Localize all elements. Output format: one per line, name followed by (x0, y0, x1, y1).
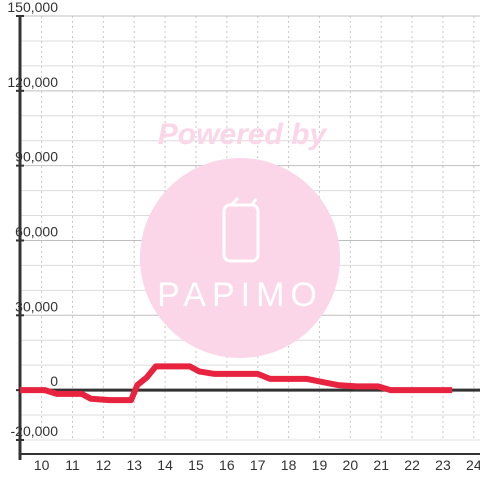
x-tick-label: 21 (373, 457, 389, 473)
y-tick-label: 150,000 (7, 0, 58, 15)
x-tick-label: 16 (219, 457, 235, 473)
y-tick-label: 60,000 (15, 223, 58, 239)
watermark-brand: PAPIMO (157, 276, 323, 314)
y-tick-label: 0 (50, 373, 58, 389)
y-tick-label: 120,000 (7, 74, 58, 90)
x-tick-label: 24 (466, 457, 480, 473)
x-tick-label: 13 (126, 457, 142, 473)
watermark-text: Powered by (158, 118, 328, 151)
x-tick-label: 15 (188, 457, 204, 473)
watermark-circle (140, 158, 340, 358)
series-layer (20, 363, 453, 404)
x-tick-label: 12 (96, 457, 112, 473)
x-tick-label: 14 (157, 457, 173, 473)
x-tick-label: 11 (65, 457, 80, 473)
x-tick-label: 18 (281, 457, 297, 473)
phone-icon (222, 196, 260, 263)
x-tick-labels: 10 11 12 13 14 15 16 17 18 19 20 21 22 23 24 (34, 457, 480, 473)
powered-by-watermark: Powered by PAPIMO (140, 118, 340, 358)
x-tick-label: 22 (404, 457, 420, 473)
x-tick-label: 17 (250, 457, 266, 473)
y-tick-label: 30,000 (15, 298, 58, 314)
x-tick-label: 19 (312, 457, 328, 473)
y-tick-label: -20,000 (11, 423, 59, 439)
x-tick-label: 10 (34, 457, 50, 473)
y-tick-labels: 150,000 120,000 90,000 60,000 30,000 0 -20,000 (7, 0, 58, 439)
x-tick-label: 20 (343, 457, 359, 473)
series-line (20, 363, 453, 404)
y-tick-label: 90,000 (15, 149, 58, 165)
x-tick-label: 23 (435, 457, 451, 473)
